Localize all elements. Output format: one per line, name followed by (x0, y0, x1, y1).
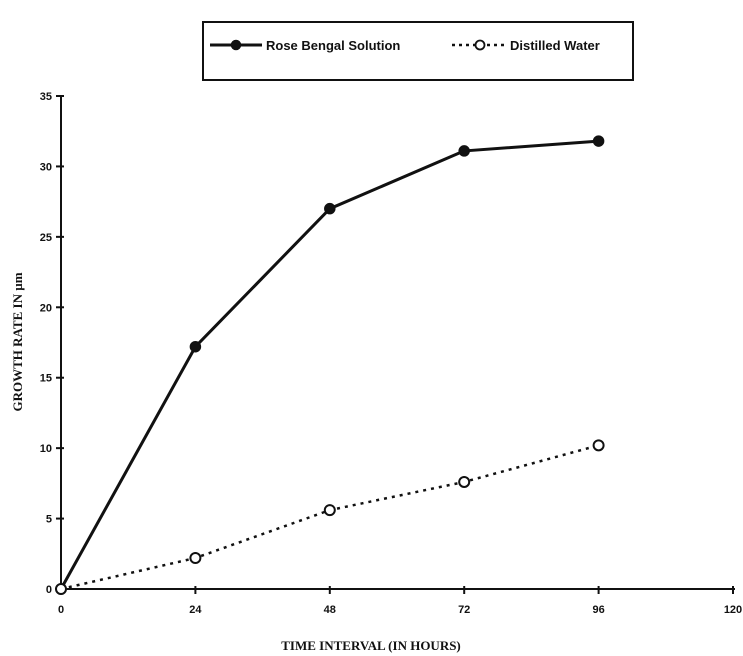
x-tick-label: 120 (724, 604, 742, 616)
series-line-distilled-water (60, 444, 599, 591)
y-tick-label: 20 (40, 302, 52, 314)
x-axis-title: TIME INTERVAL (IN HOURS) (281, 638, 461, 653)
y-tick-label: 15 (40, 373, 52, 385)
legend-marker-distilled-water (474, 39, 486, 51)
series-layer (55, 135, 605, 595)
y-tick-label: 35 (40, 91, 52, 103)
data-point-distilled-water (592, 439, 605, 452)
x-tick-label: 0 (58, 604, 64, 616)
y-tick-label: 0 (46, 584, 52, 596)
legend-label-rose-bengal: Rose Bengal Solution (266, 38, 400, 53)
y-tick-label: 10 (40, 443, 52, 455)
x-tick-label: 48 (324, 604, 336, 616)
data-point-distilled-water (458, 475, 471, 488)
axis-ticks: 0 24 48 72 96 120 0 5 10 15 20 25 30 35 (40, 91, 742, 616)
x-tick-label: 96 (592, 604, 604, 616)
data-point-rose-bengal-solution (592, 135, 605, 147)
y-tick-label: 25 (40, 232, 52, 244)
data-point-distilled-water (55, 583, 67, 595)
data-point-distilled-water (323, 504, 336, 517)
y-tick-label: 5 (46, 514, 52, 526)
legend-box (202, 21, 634, 81)
x-tick-label: 24 (189, 604, 202, 616)
legend-label-distilled-water: Distilled Water (510, 38, 600, 53)
y-axis-title: GROWTH RATE IN µm (10, 272, 25, 411)
legend: Rose Bengal Solution Distilled Water (202, 21, 634, 81)
data-point-rose-bengal-solution (189, 340, 202, 353)
data-point-rose-bengal-solution (458, 145, 470, 157)
legend-marker-rose-bengal (230, 39, 242, 51)
data-point-rose-bengal-solution (324, 202, 336, 215)
y-tick-label: 30 (40, 161, 52, 173)
data-point-distilled-water (189, 552, 202, 565)
x-tick-label: 72 (458, 604, 470, 616)
